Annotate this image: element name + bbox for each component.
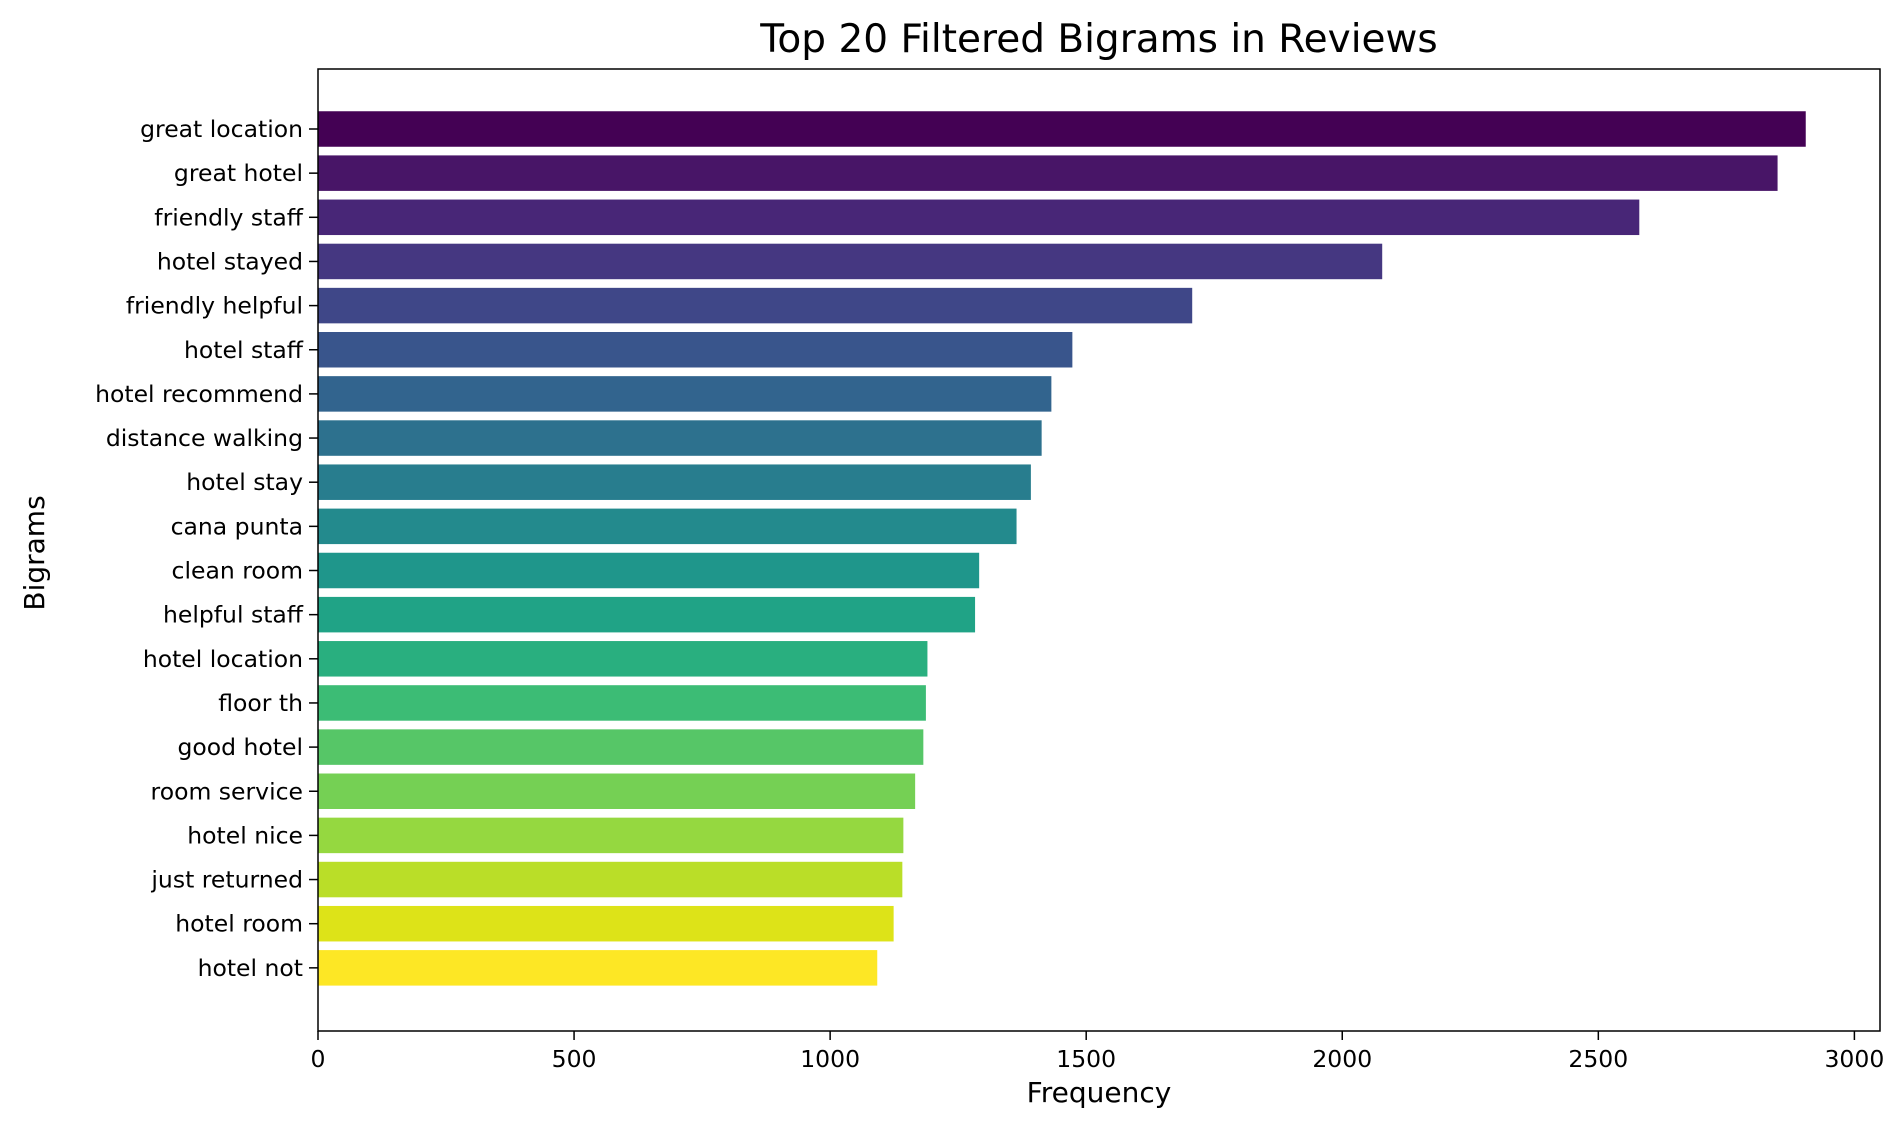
y-tick-label: hotel stay: [186, 468, 303, 496]
bar-great-hotel: [318, 155, 1778, 191]
y-tick-label: hotel not: [198, 954, 303, 982]
bar-room-service: [318, 773, 916, 809]
bar-hotel-nice: [318, 817, 904, 854]
y-tick-label: room service: [151, 777, 303, 805]
bar-hotel-location: [318, 641, 928, 677]
x-tick-label: 2500: [1568, 1045, 1628, 1073]
y-tick-label: friendly staff: [154, 203, 303, 231]
bar-hotel-stay: [318, 464, 1031, 500]
y-tick-label: great location: [140, 115, 303, 143]
bar-good-hotel: [318, 729, 924, 765]
plot-frame: [317, 68, 1881, 1032]
x-tick-label: 500: [552, 1045, 597, 1073]
x-tick-label: 1000: [800, 1045, 860, 1073]
bar-helpful-staff: [318, 596, 976, 633]
y-tick-label: hotel nice: [187, 821, 303, 849]
y-tick-label: hotel room: [175, 910, 303, 938]
y-tick-label: great hotel: [174, 159, 303, 187]
y-tick-label: good hotel: [177, 733, 303, 761]
y-tick-label: floor th: [218, 689, 303, 717]
x-tick-label: 0: [311, 1045, 326, 1073]
chart-title: Top 20 Filtered Bigrams in Reviews: [759, 17, 1438, 62]
y-tick-label: clean room: [172, 557, 303, 585]
bar-hotel-staff: [318, 332, 1073, 368]
bar-great-location: [318, 111, 1806, 147]
y-axis-label: Bigrams: [18, 495, 51, 610]
bar-friendly-staff: [318, 199, 1640, 236]
y-tick-label: hotel location: [143, 645, 303, 673]
y-tick-label: hotel staff: [184, 336, 304, 364]
bar-hotel-not: [318, 950, 878, 986]
bar-friendly-helpful: [318, 287, 1193, 324]
x-axis-label: Frequency: [1027, 1076, 1172, 1109]
bar-distance-walking: [318, 420, 1042, 456]
bar-hotel-room: [318, 905, 894, 942]
y-axis-ticks: great location great hotel friendly staff h…: [95, 115, 318, 982]
bar-hotel-stayed: [318, 243, 1383, 280]
y-tick-label: friendly helpful: [126, 292, 303, 320]
y-tick-label: cana punta: [171, 512, 303, 540]
x-tick-label: 3000: [1824, 1045, 1884, 1073]
bar-cana-punta: [318, 508, 1017, 545]
bars-group: [318, 111, 1806, 986]
bar-clean-room: [318, 552, 980, 589]
x-tick-label: 2000: [1312, 1045, 1372, 1073]
y-tick-label: hotel recommend: [95, 380, 303, 408]
bar-floor-th: [318, 685, 926, 721]
bar-hotel-recommend: [318, 376, 1052, 412]
y-tick-label: helpful staff: [163, 601, 304, 629]
x-axis-ticks: 0 500 1000 1500 2000 2500 3000: [311, 1031, 1884, 1073]
y-tick-label: hotel stayed: [157, 247, 303, 275]
y-tick-label: distance walking: [106, 424, 303, 452]
bar-just-returned: [318, 861, 903, 898]
x-tick-label: 1500: [1056, 1045, 1116, 1073]
y-tick-label: just returned: [150, 866, 303, 894]
